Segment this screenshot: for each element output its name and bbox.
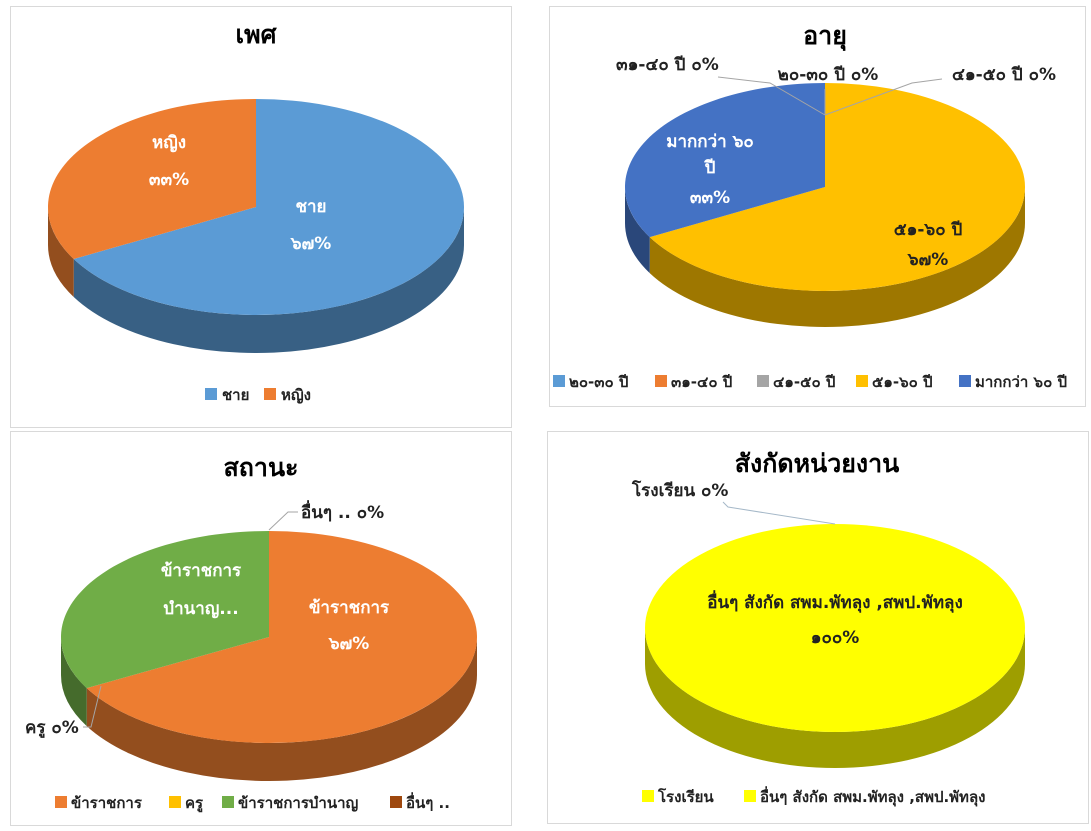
chart-title: สังกัดหน่วยงาน [735, 449, 899, 478]
legend-label-teacher: ครู [185, 794, 204, 813]
age-chart-panel: อายุ ๓๑-๔๐ ปี ๐% ๒๐-๓๐ ปี ๐% ๔๑-๕๐ ปี ๐%… [549, 6, 1086, 407]
legend-swatch-over-60 [959, 375, 971, 387]
pie-body [645, 524, 1025, 768]
chart-title: อายุ [803, 21, 847, 52]
gender-chart-panel: เพศ หญิง ๓๓% ชาย ๖๗% ชาย หญิง [10, 6, 512, 428]
legend: ชาย หญิง [205, 386, 311, 404]
data-label-gov-pct: ๖๗% [328, 634, 370, 654]
legend-swatch-other [390, 796, 402, 808]
legend-label-31-40: ๓๑-๔๐ ปี [671, 373, 732, 391]
leader-lines [717, 76, 943, 116]
legend-label-gov: ข้าราชการ [71, 794, 143, 812]
data-label-female-pct: ๓๓% [149, 170, 189, 190]
pie-body [48, 99, 465, 353]
pie-side-หญิง [48, 207, 74, 298]
pie-side-ข้าราชการบำนาญ [61, 637, 87, 727]
status-chart-panel: สถานะ อื่นๆ .. ๐% ครู ๐% ข้าราชการ บำนาญ… [10, 431, 512, 826]
leader-lines [83, 511, 298, 728]
pie-slice-อื่นๆ สังกัด สพม.พัทลุง ,สพป.พัทลุง [645, 524, 1025, 732]
legend-label-over-60: มากกว่า ๖๐ ปี [975, 373, 1067, 391]
pie-side-ชาย [73, 207, 464, 353]
legend-swatch-other [744, 790, 756, 802]
legend: ข้าราชการ ครู ข้าราชการบำนาญ อื่นๆ .. [55, 792, 450, 813]
leader-line-31-40 [717, 76, 826, 116]
status-pie-chart: สถานะ อื่นๆ .. ๐% ครู ๐% ข้าราชการ บำนาญ… [25, 453, 478, 813]
data-label-51-60-pct: ๖๗% [907, 250, 949, 270]
pie-slice-51-60 ปี [649, 83, 1025, 291]
legend-label-male: ชาย [222, 386, 249, 404]
pie-side-ข้าราชการ [86, 637, 478, 781]
unit-pie-chart: สังกัดหน่วยงาน โรงเรียน ๐% อื่นๆ สังกัด … [631, 449, 1025, 807]
leader-line-41-50 [824, 78, 943, 116]
data-label-retired-line2: บำนาญ... [163, 599, 238, 619]
chart-title: สถานะ [224, 453, 299, 482]
pie-body [61, 531, 478, 781]
chart-title: เพศ [236, 20, 278, 49]
data-label-gov-name: ข้าราชการ [309, 598, 390, 618]
pie-side-51-60 ปี [649, 187, 1025, 327]
legend-swatch-female [264, 388, 276, 400]
data-label-51-60-line1: ๕๑-๖๐ ปี [894, 219, 963, 240]
leader-line-other [268, 511, 298, 531]
data-label-female-name: หญิง [152, 133, 186, 153]
data-label-male-pct: ๖๗% [290, 234, 332, 254]
gender-pie-chart: เพศ หญิง ๓๓% ชาย ๖๗% ชาย หญิง [48, 20, 465, 404]
legend-swatch-41-50 [757, 375, 769, 387]
data-label-41-50: ๔๑-๕๐ ปี ๐% [952, 64, 1056, 85]
pie-slice-หญิง [48, 99, 256, 260]
pie-slice-ข้าราชการ [86, 531, 478, 743]
pie-slice-ชาย [73, 99, 465, 316]
legend-swatch-retired [222, 796, 234, 808]
legend-swatch-male [205, 388, 217, 400]
data-label-20-30: ๒๐-๓๐ ปี ๐% [778, 64, 879, 85]
legend-label-school: โรงเรียน [657, 787, 714, 806]
data-label-retired-line1: ข้าราชการ [161, 561, 242, 581]
leader-line-school [722, 501, 836, 525]
legend-label-20-30: ๒๐-๓๐ ปี [569, 373, 628, 391]
data-label-male-name: ชาย [295, 197, 326, 217]
legend: โรงเรียน อื่นๆ สังกัด สพม.พัทลุง ,สพป.พั… [642, 786, 985, 807]
data-label-teacher: ครู ๐% [25, 718, 79, 739]
legend-label-other: อื่นๆ สังกัด สพม.พัทลุง ,สพป.พัทลุง [760, 786, 985, 807]
legend-swatch-school [642, 790, 654, 802]
legend: ๒๐-๓๐ ปี ๓๑-๔๐ ปี ๔๑-๕๐ ปี ๕๑-๖๐ ปี มากก… [553, 373, 1067, 391]
data-label-other-name: อื่นๆ สังกัด สพม.พัทลุง ,สพป.พัทลุง [707, 590, 963, 613]
legend-swatch-20-30 [553, 375, 565, 387]
legend-label-retired: ข้าราชการบำนาญ [238, 794, 359, 812]
data-label-over-60-pct: ๓๓% [690, 188, 730, 208]
pie-side-อื่นๆ สังกัด สพม.พัทลุง ,สพป.พัทลุง [645, 628, 1025, 768]
legend-label-other: อื่นๆ .. [406, 792, 450, 812]
legend-swatch-gov [55, 796, 67, 808]
leader-line-teacher [83, 685, 102, 728]
unit-chart-panel: สังกัดหน่วยงาน โรงเรียน ๐% อื่นๆ สังกัด … [547, 431, 1089, 824]
legend-swatch-31-40 [655, 375, 667, 387]
data-label-31-40: ๓๑-๔๐ ปี ๐% [616, 54, 719, 75]
legend-label-41-50: ๔๑-๕๐ ปี [773, 373, 835, 391]
data-label-over-60-line1: มากกว่า ๖๐ [666, 132, 754, 152]
data-label-over-60-line2: ปี [704, 157, 716, 178]
pie-slice-มากกว่า 60 ปี [625, 83, 825, 238]
pie-side-มากกว่า 60 ปี [625, 187, 650, 274]
legend-swatch-51-60 [856, 375, 868, 387]
legend-swatch-teacher [169, 796, 181, 808]
data-label-school: โรงเรียน ๐% [631, 480, 728, 501]
age-pie-chart: อายุ ๓๑-๔๐ ปี ๐% ๒๐-๓๐ ปี ๐% ๔๑-๕๐ ปี ๐%… [553, 21, 1067, 391]
legend-label-51-60: ๕๑-๖๐ ปี [872, 373, 933, 391]
legend-label-female: หญิง [281, 386, 311, 404]
pie-slice-ข้าราชการบำนาญ [61, 531, 269, 689]
data-label-other-pct: ๑๐๐% [811, 628, 860, 648]
pie-body [625, 83, 1025, 327]
data-label-other: อื่นๆ .. ๐% [301, 500, 384, 523]
